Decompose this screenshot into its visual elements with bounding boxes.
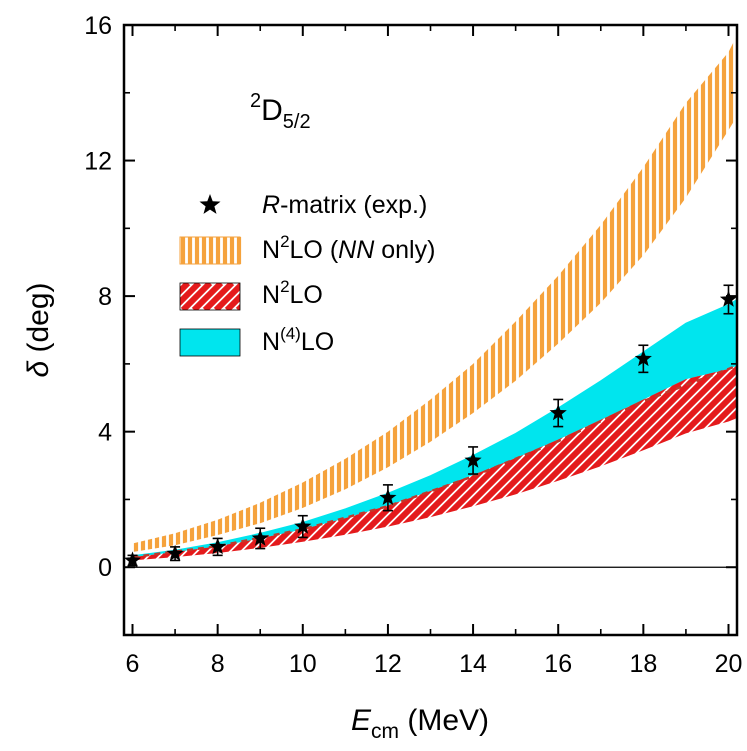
y-tick-label: 4 [98,419,112,447]
x-tick-label: 20 [715,650,743,678]
legend-label-n2lo: N2LO [262,277,323,309]
legend-n2lo-swatch [179,282,241,311]
legend-star-icon [199,194,221,214]
legend-n2lo-pre: N [262,281,280,309]
axis-ticks: 6 8 10 12 14 16 18 20 0 4 8 12 16 [84,12,742,678]
legend-nn-italic: NN [338,236,375,264]
x-axis-title: Ecm (MeV) [351,704,489,743]
dashed-curve [132,364,737,559]
legend-item-nn-only: N2LO (NN only) [179,232,435,265]
experimental-points [124,284,737,568]
legend-n2lo-sup: 2 [280,277,289,296]
exp-point [294,514,312,539]
x-tick-label: 16 [544,650,572,678]
x-axis-title-rest: (MeV) [399,704,489,737]
legend-label-nn-only: N2LO (NN only) [262,232,435,264]
legend-n4lo-pre: N [262,328,280,356]
panel-label-pre-sup: 2 [250,90,261,112]
panel-label: 2D5/2 [250,90,311,133]
y-tick-label: 12 [84,148,112,176]
x-tick-label: 12 [374,650,402,678]
y-tick-label: 0 [98,554,112,582]
exp-point [634,344,652,374]
legend-item-exp: R-matrix (exp.) [199,191,427,219]
y-axis-title-symbol: δ [22,361,55,378]
exp-point [379,484,397,512]
x-tick-label: 8 [211,650,225,678]
legend-label-exp: R-matrix (exp.) [262,191,427,219]
exp-point [166,544,184,562]
hatch-layer [132,365,737,561]
x-axis-title-main: E [351,704,372,737]
legend-exp-rest: -matrix (exp.) [280,191,427,219]
legend-label-n4lo: N(4)LO [262,324,334,356]
x-axis-title-sub: cm [371,720,399,743]
legend-item-n2lo: N2LO [179,277,323,311]
legend-nn-sup: 2 [280,232,289,251]
panel-label-sub: 5/2 [283,111,311,133]
legend-nn-pre: N [262,236,280,264]
legend: R-matrix (exp.) N2LO (NN only) N2LO N(4)… [179,191,435,357]
exp-point [209,537,227,557]
legend-n4lo-post: LO [301,328,334,356]
legend-nn-only-swatch [179,236,242,265]
x-tick-label: 10 [289,650,317,678]
legend-nn-post: LO ( [290,236,339,264]
exp-point [549,398,567,428]
band-n2lo [132,365,737,561]
y-axis-title-rest: (deg) [22,282,55,360]
y-axis-title: δ (deg) [22,282,55,377]
legend-n2lo-post: LO [290,281,323,309]
legend-n4lo-sup: (4) [280,324,301,343]
y-tick-label: 16 [84,12,112,40]
exp-point [124,551,142,568]
x-tick-label: 6 [126,650,140,678]
x-tick-label: 14 [459,650,487,678]
exp-point [464,446,482,475]
exp-point [251,527,269,550]
legend-n4lo-swatch [179,328,241,357]
y-tick-label: 8 [98,283,112,311]
legend-nn-tail: only) [374,236,435,264]
exp-point [719,284,737,315]
x-tick-label: 18 [629,650,657,678]
panel-label-main: D [261,94,283,127]
legend-item-n4lo: N(4)LO [179,324,334,357]
legend-exp-italic: R [262,191,280,219]
